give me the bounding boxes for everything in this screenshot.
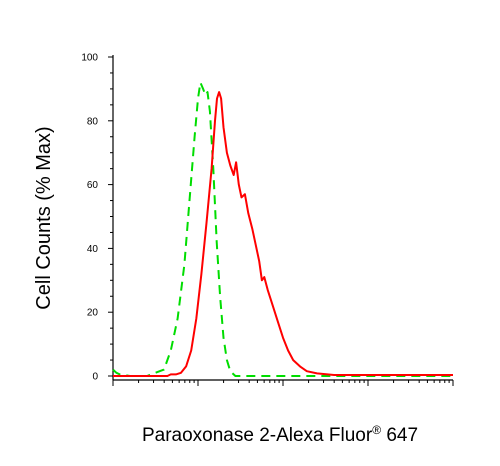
- y-axis-ticks: 0 20 40 60 80 100: [81, 53, 113, 383]
- y-tick-label: 80: [87, 116, 99, 127]
- y-tick-label: 0: [92, 372, 98, 383]
- series-line-2: [113, 91, 453, 377]
- series-line-1: [112, 81, 453, 377]
- x-axis-title-suffix: 647: [381, 425, 418, 446]
- y-tick-label: 100: [81, 53, 98, 64]
- x-axis-ticks: [112, 380, 454, 386]
- x-axis-title-registered: ®: [372, 423, 381, 437]
- y-tick-label: 60: [87, 180, 99, 191]
- x-axis-title: Paraoxonase 2-Alexa Fluor® 647: [142, 423, 418, 446]
- series-layer: [112, 81, 453, 377]
- plot-area: 0 20 40 60 80 100: [81, 53, 454, 386]
- x-axis-title-main: Paraoxonase 2-Alexa Fluor: [142, 425, 373, 446]
- y-tick-label: 20: [87, 308, 99, 319]
- y-axis-title: Cell Counts (% Max): [33, 126, 55, 309]
- y-tick-label: 40: [87, 244, 99, 255]
